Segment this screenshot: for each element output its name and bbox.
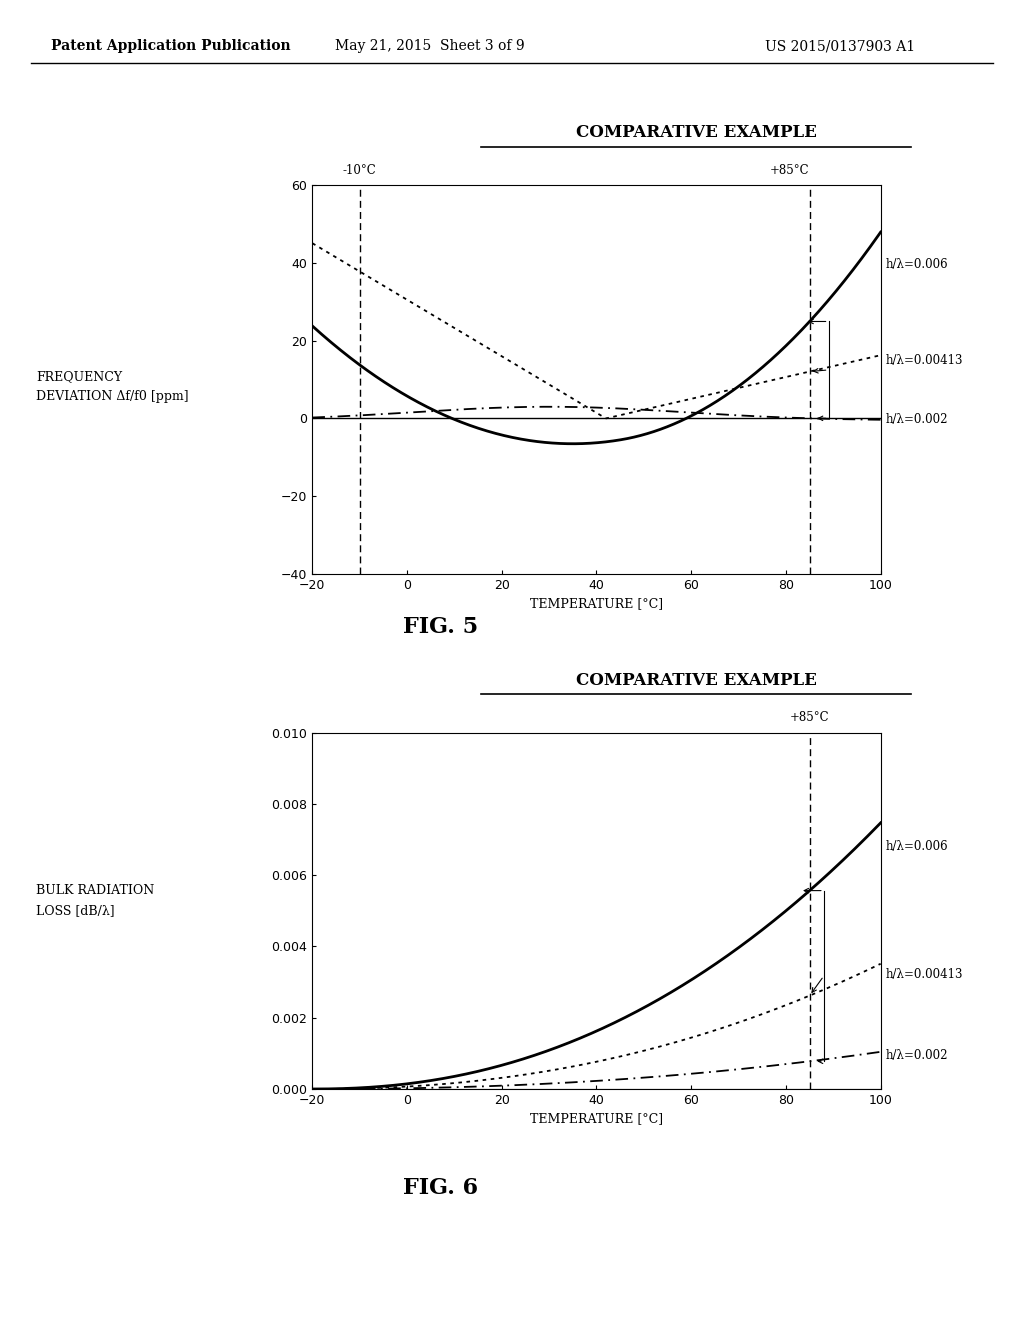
Text: US 2015/0137903 A1: US 2015/0137903 A1 — [765, 40, 914, 53]
X-axis label: TEMPERATURE [°C]: TEMPERATURE [°C] — [529, 1113, 664, 1126]
Text: h/λ=0.002: h/λ=0.002 — [886, 413, 948, 426]
Text: h/λ=0.00413: h/λ=0.00413 — [886, 354, 963, 367]
Text: h/λ=0.002: h/λ=0.002 — [886, 1048, 948, 1061]
Text: h/λ=0.006: h/λ=0.006 — [886, 840, 948, 853]
Text: h/λ=0.006: h/λ=0.006 — [886, 259, 948, 271]
Text: -10°C: -10°C — [343, 164, 377, 177]
Text: DEVIATION Δf/f0 [ppm]: DEVIATION Δf/f0 [ppm] — [36, 389, 188, 403]
X-axis label: TEMPERATURE [°C]: TEMPERATURE [°C] — [529, 598, 664, 611]
Text: COMPARATIVE EXAMPLE: COMPARATIVE EXAMPLE — [575, 124, 817, 141]
Text: Patent Application Publication: Patent Application Publication — [51, 40, 291, 53]
Text: May 21, 2015  Sheet 3 of 9: May 21, 2015 Sheet 3 of 9 — [335, 40, 525, 53]
Text: COMPARATIVE EXAMPLE: COMPARATIVE EXAMPLE — [575, 672, 817, 689]
Text: FIG. 5: FIG. 5 — [402, 616, 478, 638]
Text: +85°C: +85°C — [770, 164, 810, 177]
Text: h/λ=0.00413: h/λ=0.00413 — [886, 969, 963, 982]
Text: FIG. 6: FIG. 6 — [402, 1177, 478, 1199]
Text: LOSS [dB/λ]: LOSS [dB/λ] — [36, 904, 115, 917]
Text: FREQUENCY: FREQUENCY — [36, 370, 122, 383]
Text: BULK RADIATION: BULK RADIATION — [36, 884, 154, 898]
Text: +85°C: +85°C — [790, 710, 829, 723]
